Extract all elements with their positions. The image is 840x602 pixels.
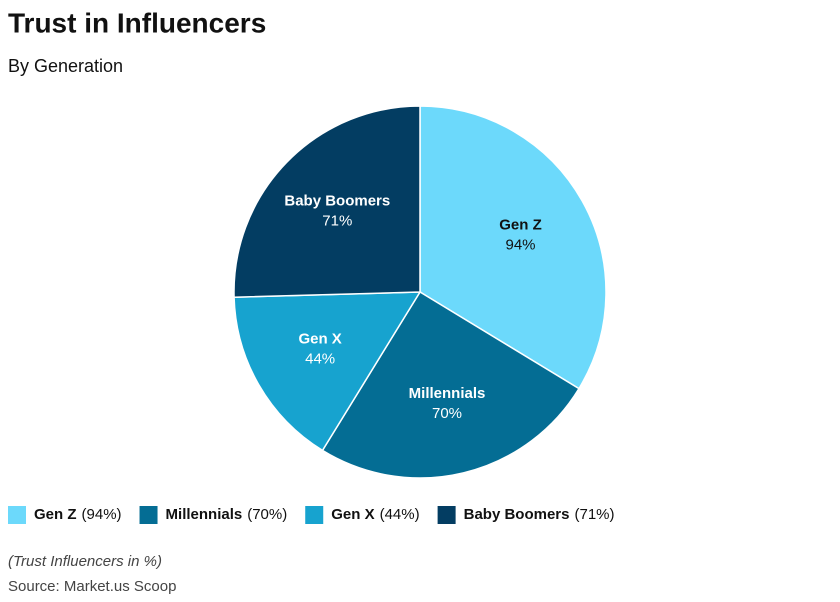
pie-slice: [321, 290, 580, 479]
legend-value: (94%): [82, 506, 122, 523]
slice-label: Baby Boomers: [284, 193, 390, 210]
legend-value: (70%): [247, 506, 287, 523]
legend-swatch: [139, 506, 158, 524]
slice-label: Gen Z: [499, 216, 542, 233]
chart-title: Trust in Influencers: [8, 7, 266, 38]
legend-swatch: [437, 506, 456, 524]
slice-value: 71%: [322, 213, 352, 230]
legend-value: (44%): [380, 506, 420, 523]
slice-value: 94%: [505, 236, 535, 253]
legend-label: Baby Boomers: [464, 506, 570, 523]
pie-slice: [233, 105, 421, 299]
legend-label: Gen X: [331, 506, 374, 523]
pie-slice: [233, 291, 422, 452]
slice-label: Millennials: [409, 385, 486, 402]
slice-label: Gen X: [298, 331, 341, 348]
pie-slice: [419, 105, 607, 390]
legend-swatch: [8, 506, 26, 524]
slice-value: 44%: [305, 351, 335, 368]
slice-value: 70%: [432, 405, 462, 422]
legend-value: (71%): [574, 506, 614, 523]
legend-label: Millennials: [166, 506, 243, 523]
chart-subtitle: By Generation: [8, 56, 123, 76]
legend-label: Gen Z: [34, 506, 77, 523]
source: Source: Market.us Scoop: [8, 578, 176, 595]
legend-swatch: [305, 506, 324, 524]
note: (Trust Influencers in %): [8, 553, 162, 570]
